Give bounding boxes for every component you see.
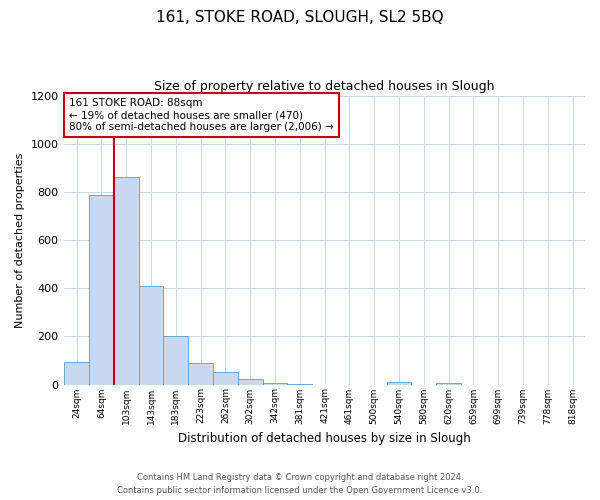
Bar <box>238 379 263 384</box>
Bar <box>163 336 188 384</box>
Bar <box>213 372 238 384</box>
Bar <box>263 382 287 384</box>
Bar <box>188 364 213 384</box>
Bar <box>89 196 114 384</box>
Bar <box>386 382 412 384</box>
Text: 161 STOKE ROAD: 88sqm
← 19% of detached houses are smaller (470)
80% of semi-det: 161 STOKE ROAD: 88sqm ← 19% of detached … <box>70 98 334 132</box>
X-axis label: Distribution of detached houses by size in Slough: Distribution of detached houses by size … <box>178 432 471 445</box>
Title: Size of property relative to detached houses in Slough: Size of property relative to detached ho… <box>154 80 495 93</box>
Text: 161, STOKE ROAD, SLOUGH, SL2 5BQ: 161, STOKE ROAD, SLOUGH, SL2 5BQ <box>156 10 444 25</box>
Text: Contains HM Land Registry data © Crown copyright and database right 2024.
Contai: Contains HM Land Registry data © Crown c… <box>118 473 482 495</box>
Y-axis label: Number of detached properties: Number of detached properties <box>15 152 25 328</box>
Bar <box>436 382 461 384</box>
Bar <box>139 286 163 384</box>
Bar <box>64 362 89 384</box>
Bar <box>114 178 139 384</box>
